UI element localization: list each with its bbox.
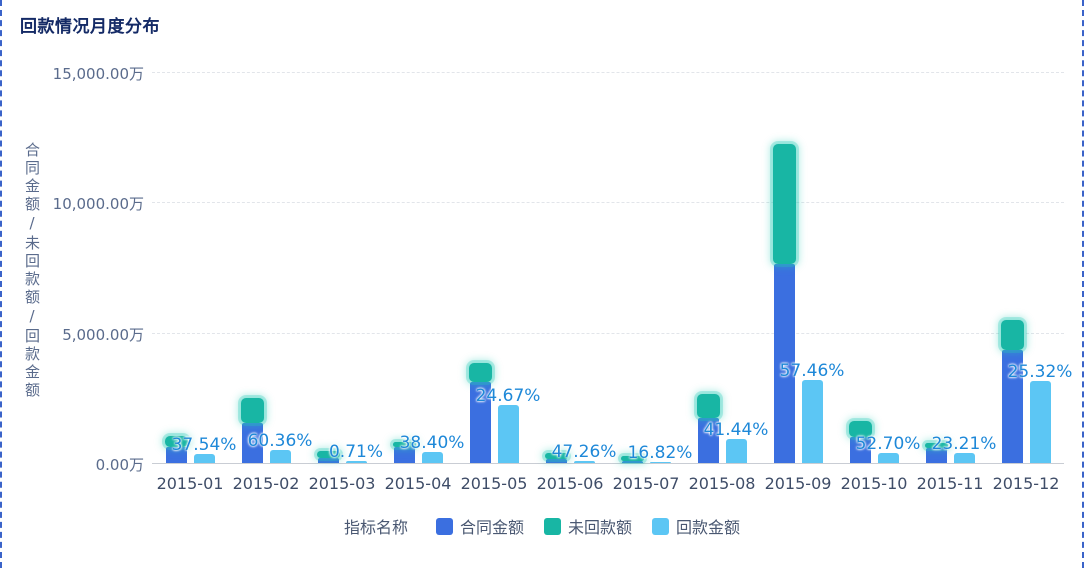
bar-collected-2015-03[interactable] [345, 460, 367, 463]
bar-unpaid-2015-12[interactable] [1000, 319, 1024, 351]
bar-collected-2015-01[interactable] [193, 454, 215, 463]
bar-unpaid-2015-08[interactable] [696, 394, 720, 418]
bar-contract-2015-08[interactable] [697, 417, 719, 463]
gridline [152, 332, 1064, 334]
y-tick-label: 5,000.00万 [62, 325, 144, 344]
percent-label-2015-07: 16.82% [627, 443, 693, 464]
bar-unpaid-2015-10[interactable] [848, 420, 872, 438]
percent-label-2015-08: 41.44% [703, 419, 769, 440]
bar-unpaid-2015-07[interactable] [620, 456, 644, 462]
bar-collected-2015-09[interactable] [801, 379, 823, 463]
x-tick-label: 2015-09 [764, 474, 832, 493]
bar-contract-2015-12[interactable] [1001, 350, 1023, 463]
percent-label-2015-11: 23.21% [931, 434, 997, 455]
bar-contract-2015-06[interactable] [545, 459, 567, 463]
percent-label-2015-06: 47.26% [551, 442, 617, 463]
bar-collected-2015-02[interactable] [269, 449, 291, 463]
legend-label: 回款金额 [676, 518, 741, 537]
legend-swatch-icon [435, 517, 453, 535]
y-tick-label: 10,000.00万 [52, 195, 144, 214]
x-tick-label: 2015-11 [916, 474, 984, 493]
x-tick-label: 2015-03 [308, 474, 376, 493]
y-tick-label: 0.00万 [95, 456, 144, 474]
bar-collected-2015-10[interactable] [877, 453, 899, 463]
legend-label: 未回款额 [568, 518, 633, 537]
legend-items: 合同金额 未回款额 回款金额 [435, 514, 740, 538]
percent-label-2015-04: 38.40% [399, 433, 465, 454]
bar-unpaid-2015-06[interactable] [544, 453, 568, 460]
bar-collected-2015-07[interactable] [649, 462, 671, 463]
plot-area: 37.54% 60.36% 0.71% 38.40% 24.67% 47.26% 16.82… [152, 72, 1072, 464]
bar-collected-2015-11[interactable] [953, 453, 975, 463]
legend-title: 指标名称 [343, 518, 408, 537]
bar-collected-2015-04[interactable] [421, 452, 443, 463]
x-tick-label: 2015-04 [384, 474, 452, 493]
x-tick-label: 2015-02 [232, 474, 300, 493]
percent-label-2015-10: 52.70% [855, 434, 921, 455]
bar-contract-2015-01[interactable] [165, 447, 187, 463]
percent-label-2015-02: 60.36% [247, 430, 313, 451]
chart-title: 回款情况月度分布 [20, 17, 160, 37]
percent-label-2015-05: 24.67% [475, 386, 541, 407]
bar-collected-2015-05[interactable] [497, 405, 519, 463]
bar-unpaid-2015-04[interactable] [392, 442, 416, 448]
x-tick-label: 2015-01 [156, 474, 224, 493]
bar-unpaid-2015-05[interactable] [468, 363, 492, 382]
bar-contract-2015-03[interactable] [317, 458, 339, 463]
x-tick-label: 2015-07 [612, 474, 680, 493]
legend-swatch-icon [652, 517, 670, 535]
percent-label-2015-01: 37.54% [171, 435, 237, 456]
percent-label-2015-03: 0.71% [328, 441, 384, 462]
percent-label-2015-12: 25.32% [1007, 361, 1073, 382]
y-tick-label: 15,000.00万 [52, 65, 144, 83]
bar-contract-2015-09[interactable] [773, 264, 795, 463]
bar-contract-2015-05[interactable] [469, 381, 491, 463]
x-tick-label: 2015-12 [992, 474, 1060, 493]
legend-item-回款金额[interactable]: 回款金额 [652, 514, 740, 538]
bar-contract-2015-11[interactable] [925, 448, 947, 463]
legend-swatch-icon [544, 517, 561, 535]
bar-unpaid-2015-09[interactable] [772, 144, 796, 265]
bar-collected-2015-06[interactable] [573, 461, 595, 463]
bar-unpaid-2015-01[interactable] [164, 435, 188, 448]
x-tick-label: 2015-05 [460, 474, 528, 493]
bar-contract-2015-07[interactable] [621, 461, 643, 463]
x-tick-label: 2015-10 [840, 474, 908, 493]
bar-unpaid-2015-11[interactable] [924, 443, 948, 449]
bar-contract-2015-04[interactable] [393, 447, 415, 463]
x-tick-label: 2015-06 [536, 474, 604, 493]
bar-collected-2015-08[interactable] [725, 438, 747, 463]
gridline [152, 202, 1064, 204]
legend-item-合同金额[interactable]: 合同金额 [435, 514, 524, 538]
x-tick-label: 2015-08 [688, 474, 756, 493]
y-axis-title: 合同金额/未回款额/回款金额 [23, 142, 41, 400]
legend: 指标名称 合同金额 未回款额 回款金额 [2, 514, 1082, 538]
bar-collected-2015-12[interactable] [1029, 380, 1051, 463]
legend-item-未回款额[interactable]: 未回款额 [544, 514, 632, 538]
percent-label-2015-09: 57.46% [779, 360, 845, 381]
legend-label: 合同金额 [459, 518, 524, 537]
bar-unpaid-2015-03[interactable] [316, 451, 340, 459]
bar-contract-2015-02[interactable] [241, 422, 263, 463]
bar-unpaid-2015-02[interactable] [240, 397, 264, 423]
gridline [152, 72, 1064, 73]
bar-contract-2015-10[interactable] [849, 437, 871, 463]
